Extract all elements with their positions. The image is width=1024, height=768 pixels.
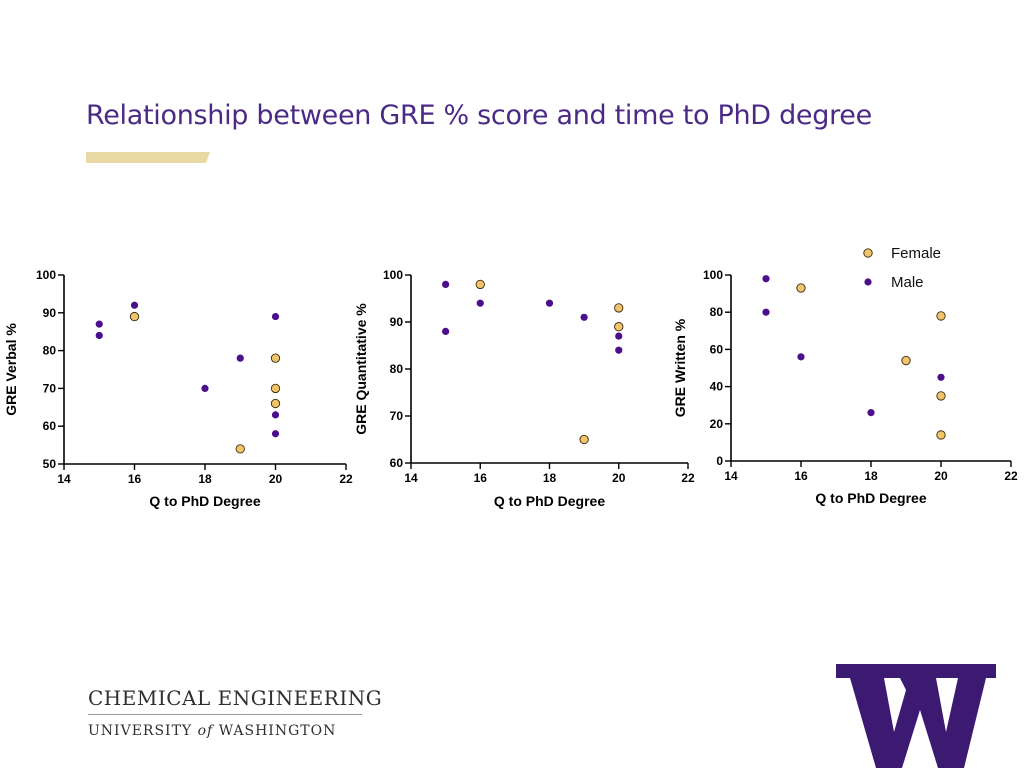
- x-tick-label: 20: [612, 471, 626, 485]
- female-data-point: [235, 444, 245, 454]
- female-data-point: [901, 355, 911, 366]
- x-tick-label: 16: [794, 469, 808, 483]
- male-data-point: [797, 353, 805, 361]
- y-tick-label: 100: [703, 268, 723, 282]
- scatter-plot-1: 50 60 70 80 90 100 14 16 18 20 22 Q to PhD Degree GR…: [3, 268, 353, 509]
- male-data-point: [442, 280, 450, 288]
- y-tick-label: 60: [43, 419, 57, 433]
- charts-area: 50 60 70 80 90 100 14 16 18 20 22 Q to PhD Degree GR…: [3, 245, 1018, 509]
- y-tick-label: 90: [43, 306, 57, 320]
- y-tick-label: 70: [390, 409, 404, 423]
- male-data-point: [271, 312, 280, 321]
- male-data-point: [580, 313, 588, 321]
- legend-label-male: Male: [891, 274, 924, 291]
- y-tick-label: 80: [390, 362, 404, 376]
- male-data-point: [95, 320, 103, 328]
- male-data-point: [545, 299, 554, 307]
- legend: Female Male: [863, 245, 941, 291]
- male-data-point: [271, 411, 280, 419]
- y-tick-label: 100: [383, 268, 403, 282]
- y-tick-label: 80: [43, 344, 57, 358]
- x-tick-label: 16: [128, 472, 142, 486]
- male-data-point: [762, 308, 770, 316]
- male-data-point: [867, 409, 875, 417]
- y-axis-label: GRE Quantitative %: [353, 303, 369, 435]
- female-data-point: [614, 322, 624, 332]
- x-tick-label: 14: [724, 469, 738, 483]
- male-data-point: [236, 354, 244, 362]
- title-accent-bar: [86, 152, 210, 163]
- female-data-point: [475, 279, 485, 290]
- university-word: UNIVERSITY: [88, 723, 193, 739]
- female-data-point: [129, 311, 140, 322]
- male-data-point: [615, 332, 623, 340]
- x-axis-label: Q to PhD Degree: [494, 493, 605, 509]
- x-tick-label: 16: [474, 471, 488, 485]
- slide-title: Relationship between GRE % score and tim…: [86, 100, 872, 131]
- university-washington: WASHINGTON: [218, 723, 337, 739]
- x-axis-label: Q to PhD Degree: [815, 490, 926, 506]
- department-name: CHEMICAL ENGINEERING: [88, 686, 383, 710]
- y-tick-label: 20: [710, 417, 724, 431]
- x-tick-label: 18: [864, 469, 878, 483]
- scatter-plot-2: 60 70 80 90 100 14 16 18 20 22 Q to PhD Degree GRE …: [353, 268, 695, 509]
- female-data-point: [936, 430, 946, 440]
- x-tick-label: 14: [404, 471, 418, 485]
- y-tick-label: 60: [390, 456, 404, 470]
- female-data-point: [579, 434, 589, 445]
- y-tick-label: 50: [43, 457, 57, 471]
- male-data-point: [476, 299, 484, 307]
- x-tick-label: 22: [681, 471, 695, 485]
- female-data-point: [936, 391, 946, 401]
- legend-marker-female: [863, 248, 873, 258]
- y-tick-label: 100: [36, 268, 56, 282]
- uw-w-logo: [836, 664, 996, 768]
- y-tick-label: 40: [710, 380, 724, 394]
- male-data-point: [615, 346, 623, 354]
- scatter-plot-3: 0 20 40 60 80 100 14 16 18 20 22 Q to PhD Degree GRE…: [672, 268, 1018, 506]
- y-tick-label: 0: [716, 454, 723, 468]
- female-data-point: [614, 303, 624, 313]
- x-tick-label: 22: [339, 472, 353, 486]
- y-tick-label: 80: [710, 305, 724, 319]
- female-data-point: [270, 398, 281, 409]
- title-accent-shape: [86, 152, 210, 163]
- female-data-point: [270, 353, 281, 363]
- university-name: UNIVERSITY of WASHINGTON: [88, 723, 336, 739]
- uw-w-logo-shape: [836, 664, 996, 768]
- male-data-point: [762, 275, 770, 283]
- y-axis-label: GRE Written %: [672, 318, 688, 417]
- male-data-point: [95, 331, 103, 340]
- y-axis-label: GRE Verbal %: [3, 323, 19, 416]
- x-tick-label: 22: [1004, 469, 1018, 483]
- x-tick-label: 18: [198, 472, 212, 486]
- legend-label-female: Female: [891, 245, 941, 262]
- x-axis-label: Q to PhD Degree: [149, 493, 260, 509]
- male-data-point: [130, 301, 139, 309]
- y-tick-label: 60: [710, 342, 724, 356]
- y-tick-label: 90: [390, 315, 404, 329]
- university-of: of: [197, 723, 214, 739]
- x-tick-label: 18: [543, 471, 557, 485]
- female-data-point: [796, 283, 806, 293]
- footer-divider: [88, 714, 362, 715]
- y-tick-label: 70: [43, 381, 57, 395]
- x-tick-label: 14: [57, 472, 71, 486]
- male-data-point: [937, 373, 945, 381]
- legend-marker-male: [864, 278, 872, 286]
- female-data-point: [270, 383, 281, 394]
- male-data-point: [271, 430, 280, 438]
- male-data-point: [201, 384, 209, 392]
- female-data-point: [936, 311, 946, 321]
- x-tick-label: 20: [934, 469, 948, 483]
- x-tick-label: 20: [269, 472, 283, 486]
- male-data-point: [442, 327, 450, 335]
